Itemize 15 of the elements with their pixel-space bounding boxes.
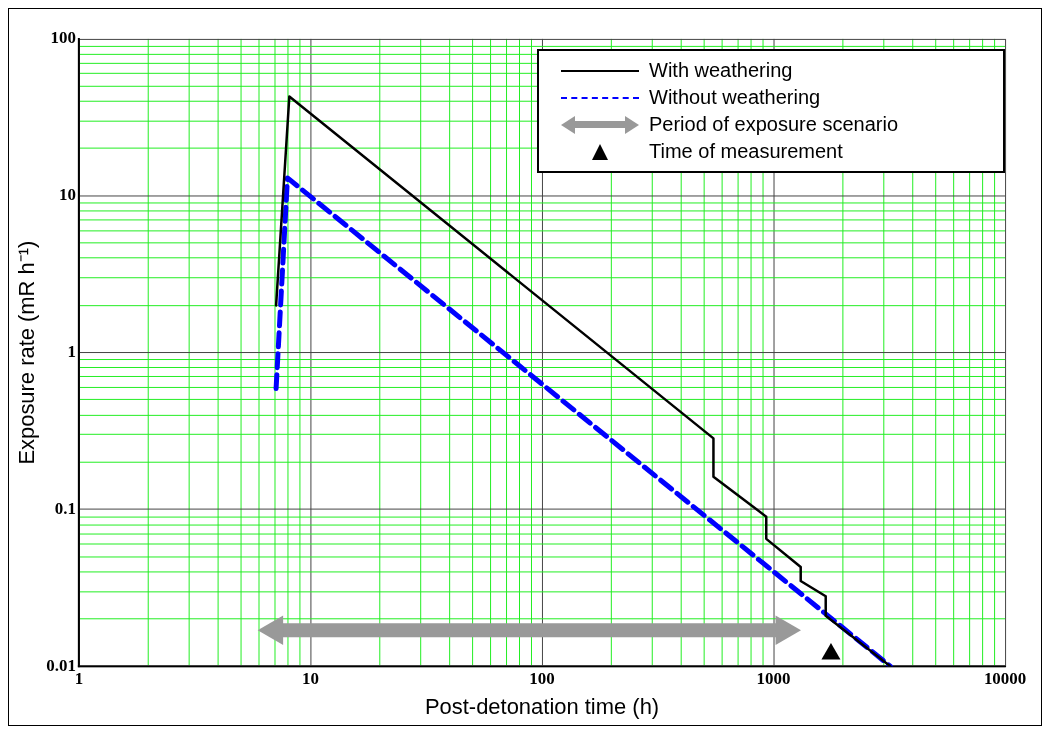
x-tick-label: 10 [302,668,319,688]
y-axis-title: Exposure rate (mR h⁻¹) [14,240,40,465]
legend-label: Period of exposure scenario [649,113,899,136]
x-tick-label: 1000 [756,668,791,688]
y-tick-label: 10 [59,185,77,205]
legend-label: Time of measurement [649,140,843,163]
y-tick-label: 0.1 [54,498,77,518]
x-tick-label: 100 [529,668,555,688]
legend-label: Without weathering [649,86,821,109]
y-tick-label: 0.01 [46,655,77,675]
y-tick-label: 1 [67,342,77,362]
legend-label: With weathering [649,59,793,82]
x-tick-label: 10000 [983,668,1027,688]
x-axis-title: Post-detonation time (h) [424,693,660,719]
y-tick-label: 100 [50,28,77,48]
